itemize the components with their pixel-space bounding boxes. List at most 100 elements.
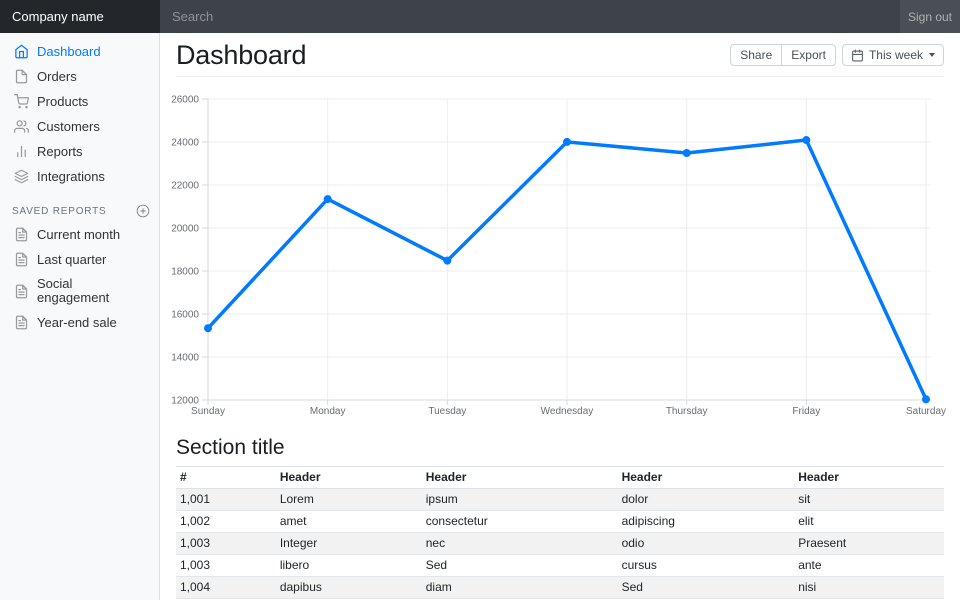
sidebar-item-current-month[interactable]: Current month (0, 222, 160, 247)
table-cell: 1,001 (176, 488, 276, 511)
table-header-cell: Header (794, 466, 944, 489)
table-cell: amet (275, 510, 422, 533)
share-export-group: Share Export (730, 44, 836, 66)
svg-text:Monday: Monday (310, 406, 346, 417)
sidebar-item-dashboard[interactable]: Dashboard (0, 39, 160, 64)
table-cell: consectetur (421, 510, 618, 533)
svg-text:Saturday: Saturday (906, 406, 946, 417)
sidebar-item-label: Social engagement (37, 276, 110, 305)
svg-text:22000: 22000 (171, 181, 199, 192)
table-header-row: # Header Header Header Header (176, 466, 944, 489)
table-header-cell: Header (617, 466, 795, 489)
weekly-line-chart: 12000 14000 16000 18000 20000 22000 24000 26000… (171, 90, 946, 418)
home-icon (15, 44, 28, 59)
search-input[interactable] (160, 0, 900, 33)
file-text-icon (15, 227, 28, 242)
table-cell: odio (617, 532, 795, 555)
table-cell: Praesent (794, 532, 944, 555)
table-cell: Sed (421, 554, 618, 577)
table-cell: adipiscing (617, 510, 795, 533)
layers-icon (14, 169, 29, 184)
sign-out-button[interactable]: Sign out (900, 0, 960, 33)
sidebar-item-last-quarter[interactable]: Last quarter (0, 247, 160, 272)
svg-text:Wednesday: Wednesday (541, 406, 594, 417)
table-cell: 1,002 (176, 510, 276, 533)
sidebar-item-label: Dashboard (37, 43, 101, 59)
period-label: This week (868, 48, 923, 62)
svg-text:Sunday: Sunday (191, 406, 225, 417)
table-cell: ante (794, 554, 944, 577)
brand-label: Company name (12, 9, 104, 24)
svg-text:Thursday: Thursday (666, 406, 708, 417)
table-header-cell: # (176, 466, 276, 489)
table-cell: Sed (617, 576, 795, 599)
table-body: 1,001 Lorem ipsum dolor sit 1,002 amet consecte… (176, 488, 944, 599)
table-cell: sit (794, 488, 944, 511)
period-dropdown-button[interactable]: This week (841, 44, 944, 66)
table-cell: 1,004 (176, 576, 276, 599)
sidebar-item-label: Integrations (37, 168, 105, 184)
file-text-icon (15, 252, 28, 267)
top-navbar: Company name Sign out (0, 0, 960, 33)
shopping-cart-icon (14, 94, 29, 109)
saved-reports-header: Saved reports (0, 204, 160, 218)
table-row: 1,002 amet consectetur adipiscing elit (176, 510, 944, 533)
page-title: Dashboard (176, 40, 307, 70)
calendar-icon (852, 49, 863, 61)
sidebar-item-reports[interactable]: Reports (0, 139, 160, 164)
sidebar-item-label: Last quarter (37, 251, 107, 267)
export-button[interactable]: Export (782, 44, 836, 66)
table-cell: Integer (275, 532, 422, 555)
brand[interactable]: Company name (0, 0, 160, 33)
sign-out-label: Sign out (907, 9, 953, 24)
sales-chart: 12000 14000 16000 18000 20000 22000 24000 26000… (171, 95, 946, 418)
svg-text:24000: 24000 (171, 138, 199, 149)
table-cell: diam (421, 576, 618, 599)
sidebar-item-label: Reports (37, 143, 83, 159)
table-header-cell: Header (275, 466, 422, 489)
plus-circle-icon[interactable] (136, 204, 150, 218)
svg-text:16000: 16000 (171, 310, 199, 321)
svg-text:26000: 26000 (171, 95, 199, 106)
search-bar (160, 0, 900, 33)
table-cell: dapibus (275, 576, 422, 599)
sidebar-item-label: Current month (37, 226, 121, 242)
sidebar-item-integrations[interactable]: Integrations (0, 164, 160, 189)
table-cell: elit (794, 510, 944, 533)
sidebar-item-customers[interactable]: Customers (0, 114, 160, 139)
table-cell: nec (421, 532, 618, 555)
table-row: 1,003 libero Sed cursus ante (176, 554, 944, 577)
svg-text:Friday: Friday (792, 406, 820, 417)
chevron-down-icon (929, 53, 935, 57)
sidebar-item-label: Products (37, 93, 89, 109)
svg-text:20000: 20000 (171, 224, 199, 235)
sidebar-item-products[interactable]: Products (0, 89, 160, 114)
table-header-cell: Header (421, 466, 618, 489)
table-cell: dolor (617, 488, 795, 511)
sidebar-item-social-engagement[interactable]: Social engagement (0, 272, 160, 310)
toolbar: Share Export This week (730, 44, 944, 66)
table-cell: ipsum (421, 488, 618, 511)
saved-reports-heading: Saved reports (12, 205, 107, 217)
page-header: Dashboard Share Export This week (176, 33, 944, 77)
bar-chart-icon (17, 145, 26, 158)
table-row: 1,004 dapibus diam Sed nisi (176, 576, 944, 599)
file-text-icon (15, 315, 28, 330)
sidebar-item-label: Year-end sale (37, 314, 117, 330)
sidebar-item-label: Orders (37, 68, 77, 84)
table-cell: cursus (617, 554, 795, 577)
data-table: # Header Header Header Header 1,001 Lorem… (176, 466, 944, 599)
main-content: Dashboard Share Export This week 12000 14… (160, 33, 960, 600)
sidebar-item-year-end-sale[interactable]: Year-end sale (0, 310, 160, 335)
sidebar-item-label: Customers (37, 118, 100, 134)
share-button[interactable]: Share (730, 44, 783, 66)
section-title: Section title (176, 436, 285, 459)
svg-text:18000: 18000 (171, 267, 199, 278)
table-row: 1,001 Lorem ipsum dolor sit (176, 488, 944, 511)
table-cell: libero (275, 554, 422, 577)
table-head: # Header Header Header Header (176, 466, 944, 489)
sidebar: Dashboard Orders Products Customers Repo… (0, 33, 160, 600)
svg-text:Tuesday: Tuesday (428, 406, 466, 417)
table-cell: nisi (794, 576, 944, 599)
sidebar-item-orders[interactable]: Orders (0, 64, 160, 89)
